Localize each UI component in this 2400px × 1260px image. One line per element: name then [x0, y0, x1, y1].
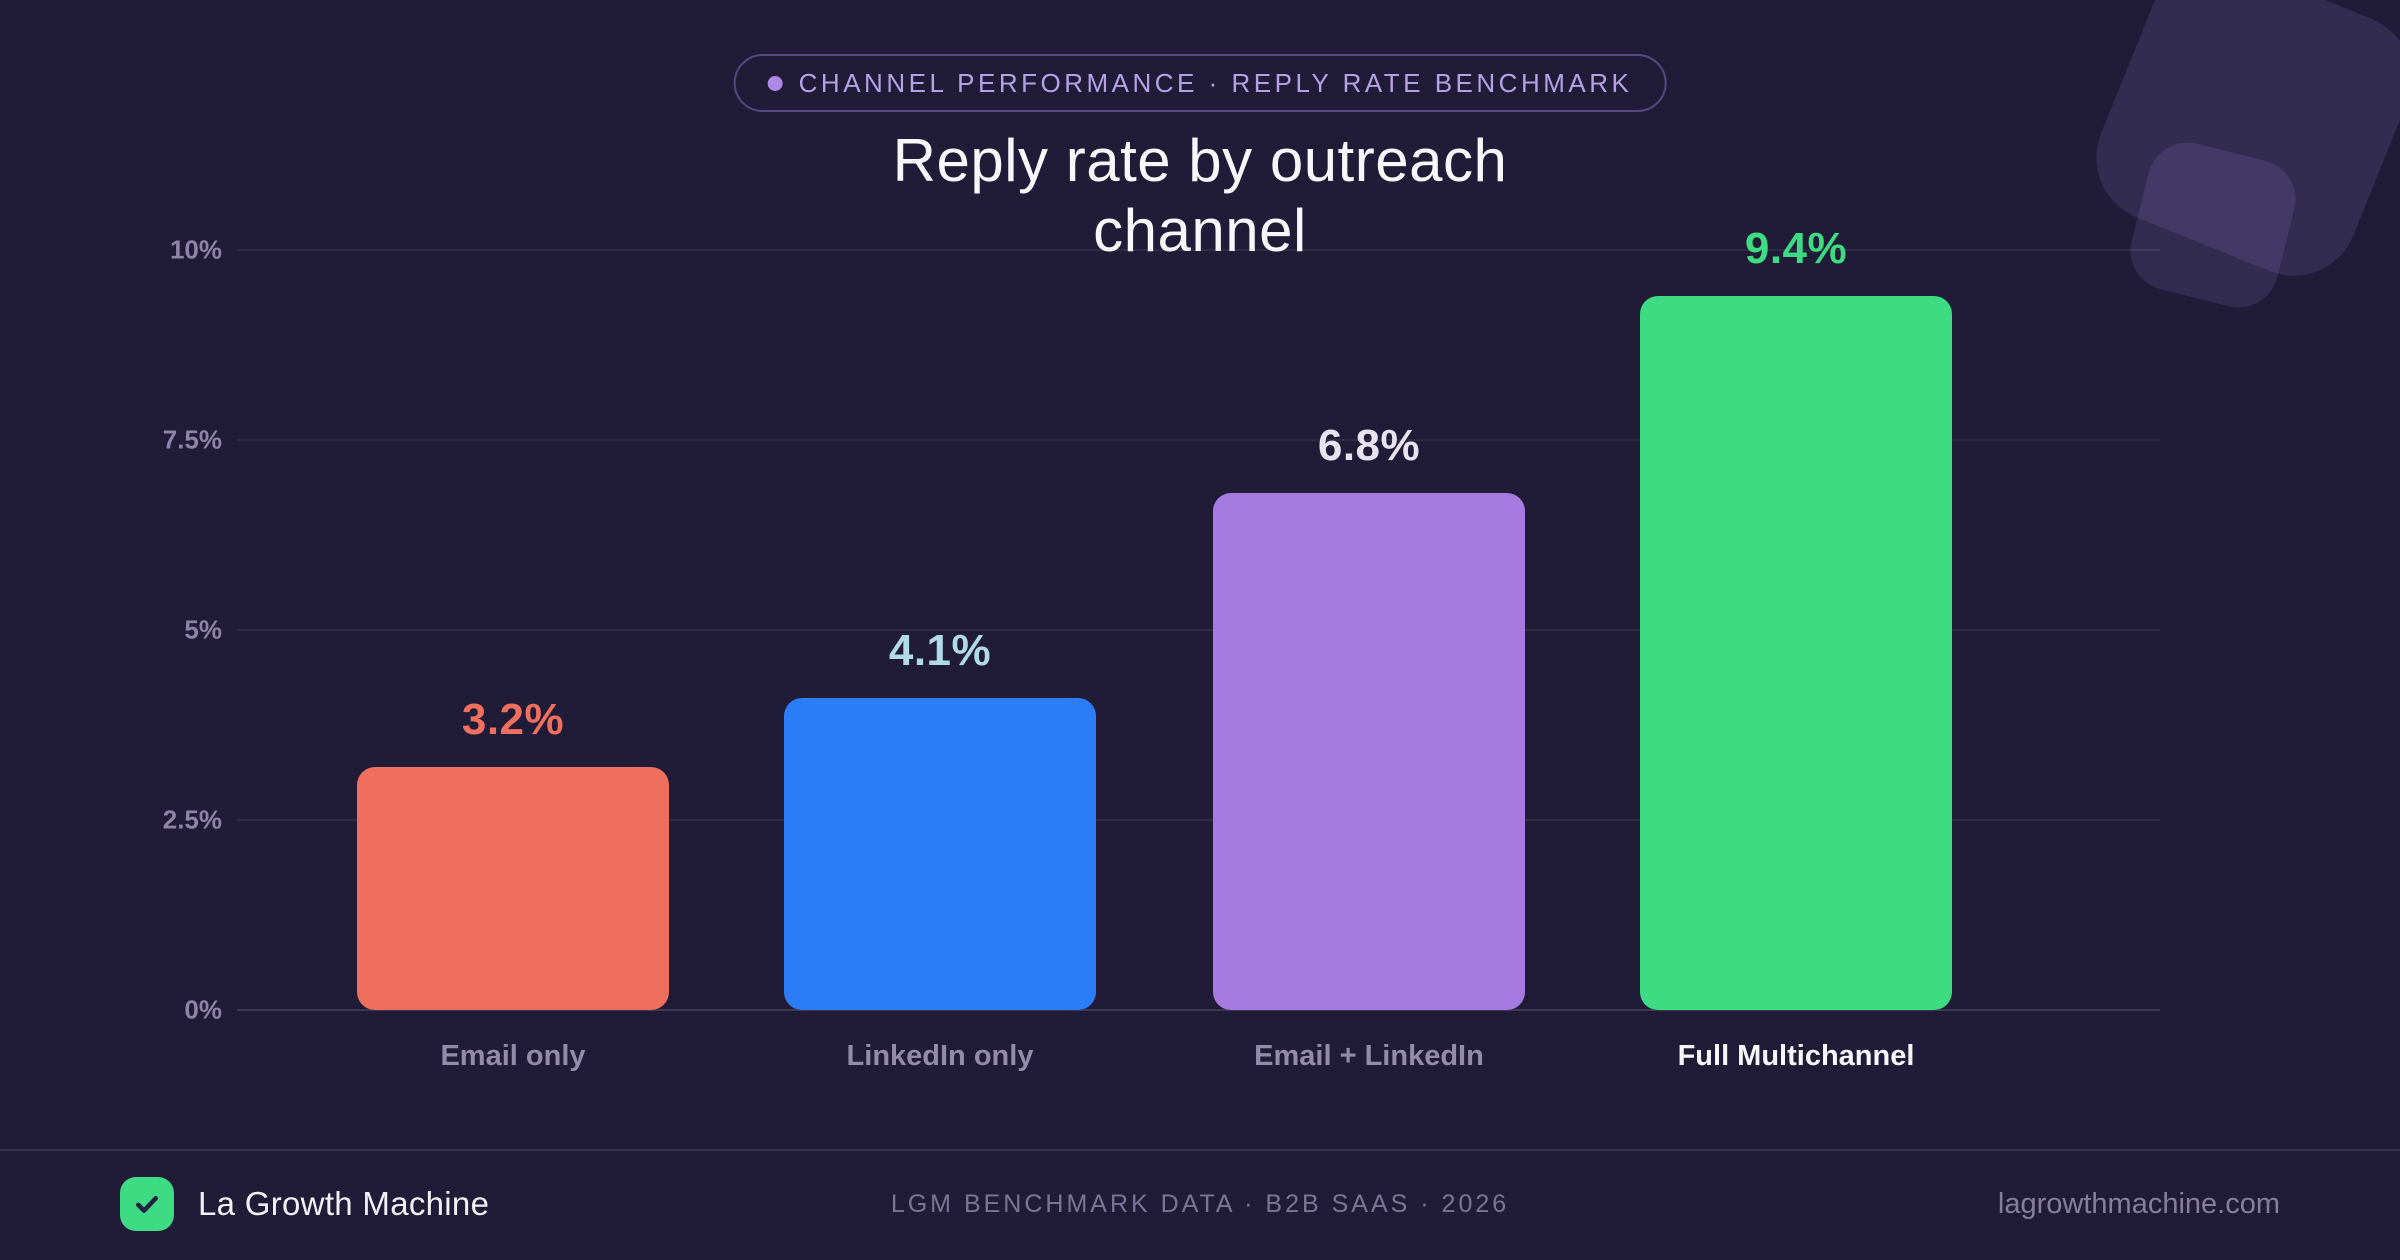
chart-title: Reply rate by outreach channel — [892, 127, 1508, 265]
data-source-caption: LGM BENCHMARK DATA · B2B SAAS · 2026 — [890, 1190, 1510, 1218]
gridline-5pct — [237, 629, 2160, 631]
bar-value-label: 9.4% — [1744, 223, 1848, 273]
category-badge: CHANNEL PERFORMANCE · REPLY RATE BENCHMA… — [733, 54, 1667, 112]
bar-linkedin-only — [784, 698, 1096, 1010]
x-category-label: Email + LinkedIn — [1254, 1040, 1484, 1072]
y-tick-label: 7.5% — [162, 424, 222, 455]
website-url: lagrowthmachine.com — [1997, 1188, 2280, 1220]
badge-label: CHANNEL PERFORMANCE · REPLY RATE BENCHMA… — [798, 67, 1633, 98]
bar-value-label: 6.8% — [1317, 421, 1421, 471]
x-category-label: Full Multichannel — [1677, 1040, 1915, 1072]
y-tick-label: 2.5% — [162, 804, 222, 835]
bar-value-label: 3.2% — [461, 694, 565, 744]
x-category-label: LinkedIn only — [846, 1040, 1034, 1072]
y-tick-label: 10% — [169, 234, 222, 265]
gridline-10pct — [237, 249, 2160, 251]
bar-email-linkedin — [1213, 493, 1525, 1010]
y-tick-label: 5% — [184, 614, 222, 645]
footer-divider — [0, 1149, 2400, 1151]
gridline-2-5pct — [237, 819, 2160, 821]
x-category-label: Email only — [440, 1040, 586, 1072]
brand-logo-checkmark-icon — [120, 1177, 174, 1231]
bar-email-only — [357, 766, 669, 1010]
badge-dot-icon — [767, 75, 783, 91]
footer: La Growth Machine LGM BENCHMARK DATA · B… — [0, 1150, 2400, 1260]
x-axis-line — [237, 1009, 2160, 1011]
bar-full-multichannel — [1640, 295, 1952, 1010]
y-tick-label: 0% — [184, 994, 222, 1025]
bar-value-label: 4.1% — [888, 626, 992, 676]
brand-name: La Growth Machine — [198, 1185, 490, 1222]
brand-lockup: La Growth Machine — [120, 1177, 489, 1231]
gridline-7-5pct — [237, 439, 2160, 441]
